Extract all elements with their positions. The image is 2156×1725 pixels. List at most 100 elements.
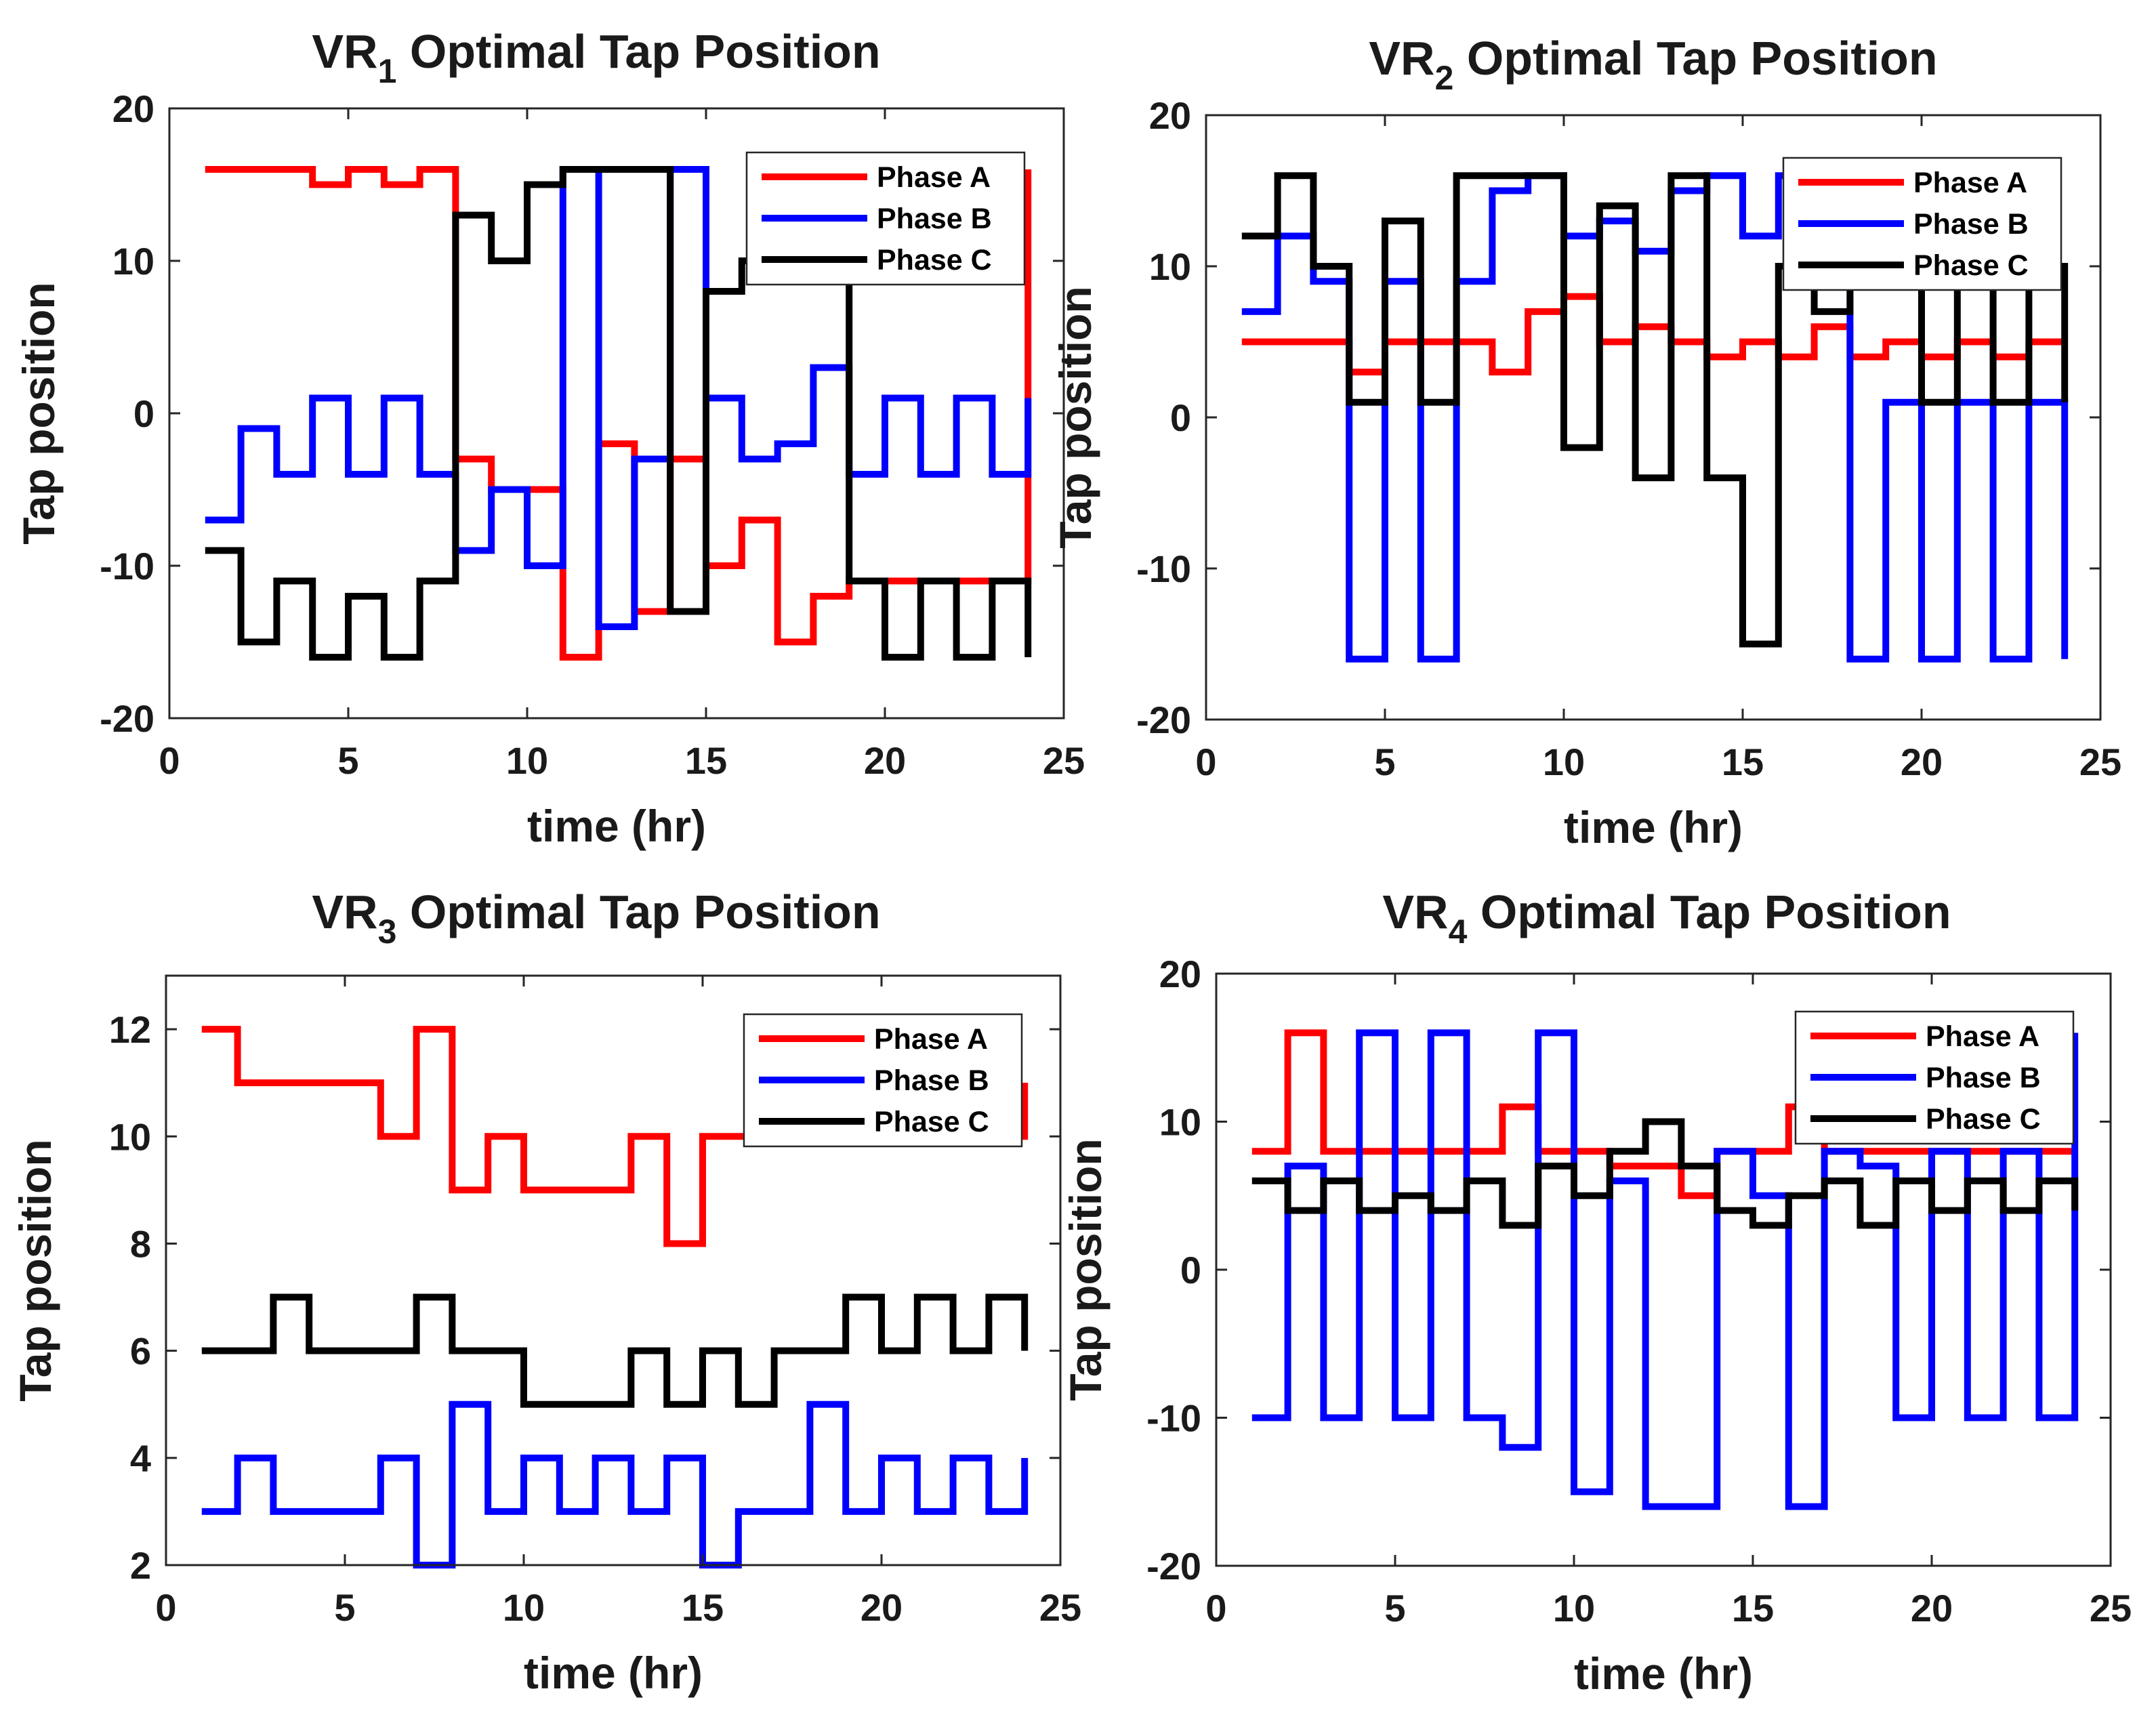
series-line-phase-b xyxy=(205,166,1032,630)
chart-title-subscript: 4 xyxy=(1449,913,1468,951)
x-tick-label: 25 xyxy=(2079,741,2121,783)
y-tick-label: -20 xyxy=(100,697,154,740)
series-line-phase-a xyxy=(1241,293,2065,376)
y-axis-label: Tap position xyxy=(1050,286,1100,548)
x-tick-label: 15 xyxy=(682,1586,724,1629)
x-tick-label: 20 xyxy=(1901,741,1943,783)
legend: Phase A Phase B Phase C xyxy=(1782,157,2062,291)
y-tick-label: 10 xyxy=(1149,245,1191,288)
chart-title-subscript: 2 xyxy=(1435,59,1454,97)
x-axis-label: time (hr) xyxy=(524,1648,703,1698)
chart-title-prefix: VR xyxy=(312,886,377,938)
x-tick-label: 5 xyxy=(1384,1587,1405,1629)
chart-title-subscript: 3 xyxy=(378,913,397,951)
legend: Phase A Phase B Phase C xyxy=(745,151,1026,286)
chart-title-subscript: 1 xyxy=(378,52,397,90)
series-group xyxy=(205,166,1032,661)
series-line-phase-c xyxy=(205,166,1032,661)
x-tick-label: 10 xyxy=(503,1586,545,1629)
y-tick-label: -20 xyxy=(1146,1545,1201,1587)
y-tick-label: 10 xyxy=(112,240,154,283)
y-tick-label: 20 xyxy=(1149,94,1191,137)
y-tick-label: -10 xyxy=(1146,1397,1201,1440)
y-tick-label: -10 xyxy=(1136,547,1191,590)
plot-frame xyxy=(165,974,1062,1566)
chart-panel-4: VR4 Optimal Tap Position 0 5 10 15 20 25 -20 -10… xyxy=(1060,886,2132,1699)
chart-title-prefix: VR xyxy=(1369,32,1434,85)
series-line-phase-b xyxy=(201,1400,1029,1568)
legend-entry-label: Phase C xyxy=(877,244,992,276)
x-tick-label: 20 xyxy=(1911,1587,1953,1629)
series-line-phase-a xyxy=(205,166,1032,661)
y-tick-label: 4 xyxy=(130,1437,151,1480)
x-tick-label: 25 xyxy=(1039,1586,1081,1629)
x-tick-label: 5 xyxy=(337,739,358,782)
chart-title: VR3 Optimal Tap Position xyxy=(312,886,880,951)
series-line-phase-b xyxy=(1251,1029,2079,1510)
x-tick-label: 25 xyxy=(2090,1587,2132,1629)
x-tick-label: 20 xyxy=(861,1586,903,1629)
x-tick-label: 0 xyxy=(1195,741,1216,783)
y-tick-label: 0 xyxy=(1170,396,1191,439)
y-tick-label: 0 xyxy=(133,392,154,435)
x-tick-label: 20 xyxy=(864,739,906,782)
y-tick-label: 10 xyxy=(109,1115,151,1158)
chart-panel-3: VR3 Optimal Tap Position 0 5 10 15 20 25 2 4 6 8 10… xyxy=(10,886,1081,1698)
chart-title-suffix: Optimal Tap Position xyxy=(1453,32,1937,85)
y-tick-label: 20 xyxy=(112,87,154,130)
legend-entry-label: Phase C xyxy=(874,1106,989,1138)
chart-title-suffix: Optimal Tap Position xyxy=(1467,886,1951,938)
chart-title: VR1 Optimal Tap Position xyxy=(312,25,880,90)
x-tick-label: 0 xyxy=(155,1586,176,1629)
legend-entry-label: Phase A xyxy=(1926,1020,2039,1053)
chart-title: VR2 Optimal Tap Position xyxy=(1369,32,1937,97)
x-tick-label: 15 xyxy=(1722,741,1764,783)
legend-entry-label: Phase B xyxy=(874,1064,989,1097)
series-line-phase-c xyxy=(1251,1118,2079,1229)
x-tick-label: 0 xyxy=(159,739,180,782)
y-axis-label: Tap position xyxy=(10,1139,60,1401)
y-axis-label: Tap position xyxy=(14,282,64,544)
y-tick-label: 20 xyxy=(1159,953,1201,995)
y-tick-label: -20 xyxy=(1136,699,1191,741)
series-line-phase-b xyxy=(1241,172,2069,663)
y-tick-label: -10 xyxy=(100,545,154,587)
series-line-phase-a xyxy=(1251,1029,2075,1199)
legend: Phase A Phase B Phase C xyxy=(743,1013,1023,1148)
x-tick-label: 25 xyxy=(1043,739,1085,782)
x-axis-label: time (hr) xyxy=(1564,802,1743,852)
chart-title-prefix: VR xyxy=(312,25,377,78)
x-tick-label: 0 xyxy=(1205,1587,1226,1629)
chart-title-prefix: VR xyxy=(1382,886,1448,938)
series-line-phase-c xyxy=(201,1293,1029,1408)
x-tick-label: 10 xyxy=(1543,741,1585,783)
legend-entry-label: Phase B xyxy=(877,203,992,235)
y-axis-label: Tap position xyxy=(1060,1138,1111,1400)
x-tick-label: 10 xyxy=(1553,1587,1595,1629)
legend-entry-label: Phase C xyxy=(1926,1103,2041,1136)
legend-entry-label: Phase A xyxy=(874,1023,988,1056)
y-tick-label: 0 xyxy=(1180,1249,1201,1291)
legend-entry-label: Phase A xyxy=(1913,167,2027,199)
chart-title-suffix: Optimal Tap Position xyxy=(396,25,880,78)
x-tick-label: 15 xyxy=(685,739,727,782)
y-tick-label: 6 xyxy=(130,1330,151,1373)
x-tick-label: 5 xyxy=(1374,741,1395,783)
legend: Phase A Phase B Phase C xyxy=(1794,1010,2075,1145)
series-group xyxy=(1251,1029,2079,1510)
y-tick-label: 8 xyxy=(130,1222,151,1265)
legend-entry-label: Phase C xyxy=(1913,249,2029,282)
series-group xyxy=(1241,172,2069,663)
chart-title-suffix: Optimal Tap Position xyxy=(396,886,880,938)
x-axis-label: time (hr) xyxy=(1574,1648,1753,1699)
legend-entry-label: Phase B xyxy=(1926,1062,2041,1094)
legend-entry-label: Phase B xyxy=(1913,208,2029,241)
x-tick-label: 10 xyxy=(506,739,548,782)
x-tick-label: 5 xyxy=(334,1586,355,1629)
y-tick-label: 12 xyxy=(109,1008,151,1051)
x-tick-label: 15 xyxy=(1732,1587,1774,1629)
legend-entry-label: Phase A xyxy=(877,161,991,194)
